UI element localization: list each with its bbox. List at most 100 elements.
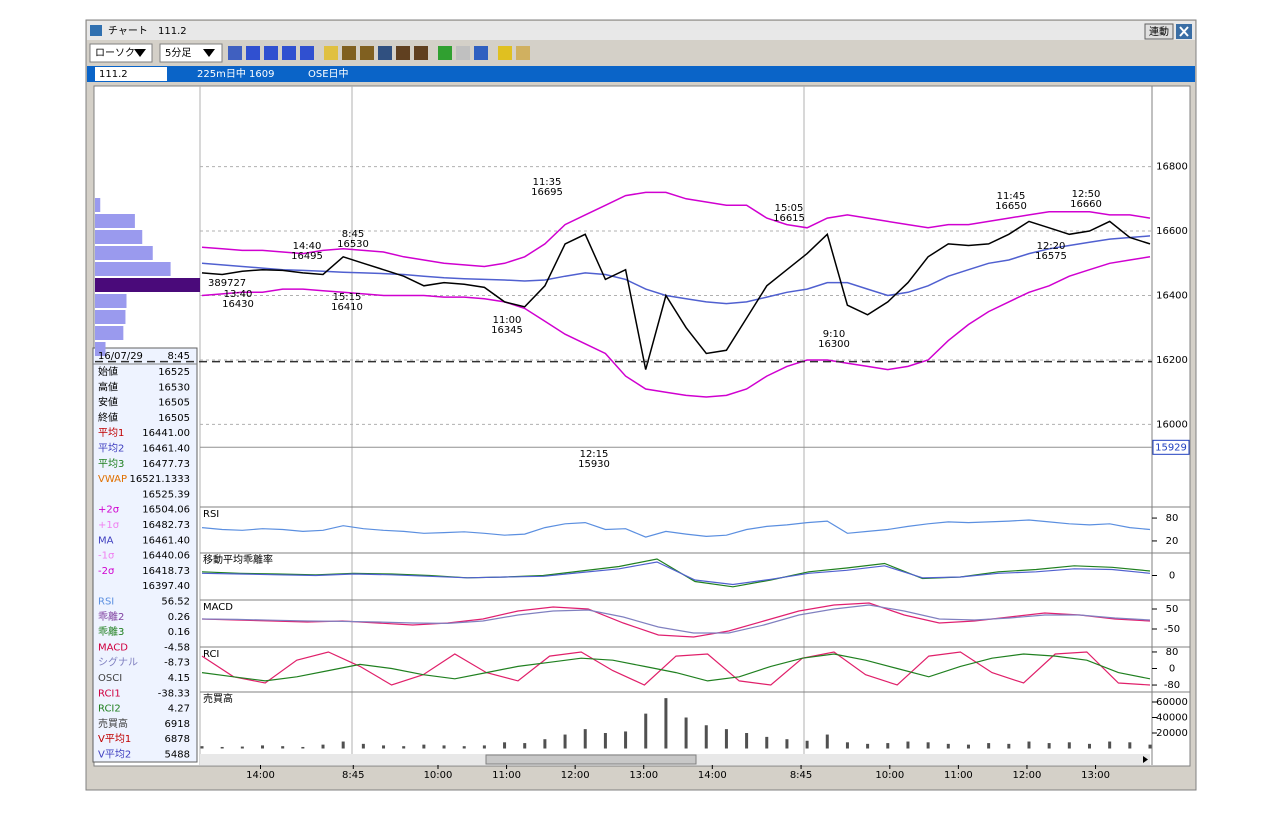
- side-value: 16525: [158, 367, 190, 378]
- volume-bar: [624, 731, 628, 749]
- y-tick-label: 16200: [1156, 355, 1188, 366]
- volume-profile-bar: [95, 230, 143, 244]
- close-icon: [1179, 26, 1189, 37]
- series-line: [201, 561, 1151, 586]
- annotation-price: 16430: [222, 299, 254, 310]
- volume-bar: [523, 743, 527, 749]
- volume-bar: [261, 745, 265, 749]
- link-button[interactable]: [1144, 23, 1174, 40]
- y-tick-label: 80: [1166, 647, 1179, 658]
- side-label: +1σ: [98, 520, 120, 531]
- volume-profile-bar: [95, 214, 135, 228]
- y-tick-label: 0: [1169, 664, 1175, 675]
- panel-title: RCI: [203, 649, 219, 660]
- tool-icon[interactable]: [228, 46, 242, 60]
- annotation-time: 15:15: [333, 292, 362, 303]
- volume-bar: [1067, 742, 1071, 749]
- volume-profile-bar: [95, 262, 171, 276]
- interval-dropdown[interactable]: [159, 43, 223, 63]
- tool-icon[interactable]: [474, 46, 488, 60]
- interval-label: 5分足: [165, 47, 191, 59]
- side-label: V平均1: [98, 733, 131, 745]
- side-label: RCI2: [98, 704, 121, 715]
- link-button-label: 連動: [1149, 25, 1169, 38]
- series-line: [201, 191, 1151, 268]
- side-label: OSCI: [98, 673, 122, 684]
- chart-area: [93, 85, 1191, 767]
- tool-icon[interactable]: [438, 46, 452, 60]
- volume-bar: [1007, 743, 1011, 749]
- volume-bar: [845, 742, 849, 749]
- volume-bar: [805, 740, 809, 749]
- tool-icon[interactable]: [300, 46, 314, 60]
- x-tick-label: 11:00: [944, 770, 973, 781]
- tool-icon[interactable]: [342, 46, 356, 60]
- volume-bar: [462, 746, 466, 749]
- tool-icon[interactable]: [360, 46, 374, 60]
- volume-bar: [583, 729, 587, 749]
- x-tick-label: 13:00: [629, 770, 658, 781]
- side-value: 16505: [158, 413, 190, 424]
- side-value: 16418.73: [142, 566, 190, 577]
- tool-icon[interactable]: [324, 46, 338, 60]
- series-line: [201, 519, 1151, 538]
- annotation-price: 16615: [773, 213, 805, 224]
- side-label: シグナル: [98, 656, 138, 669]
- volume-bar: [926, 742, 930, 749]
- volume-bar: [966, 744, 970, 749]
- chart-style-dropdown[interactable]: [89, 43, 153, 63]
- volume-profile-bar: [95, 326, 124, 340]
- volume-bar: [1148, 744, 1152, 749]
- code-box[interactable]: [95, 67, 167, 81]
- volume-bar: [644, 713, 648, 749]
- y-tick-label: 60000: [1156, 697, 1188, 708]
- volume-bar: [281, 746, 285, 749]
- dropdown-arrow: [203, 49, 215, 57]
- y-tick-label: -80: [1164, 680, 1180, 691]
- x-tick-label: 8:45: [342, 770, 364, 781]
- side-value: 16505: [158, 398, 190, 409]
- y-tick-label: 16600: [1156, 226, 1188, 237]
- volume-profile-bar: [95, 278, 200, 292]
- volume-bar: [220, 746, 224, 749]
- scrollbar-thumb[interactable]: [485, 754, 697, 765]
- tool-icon[interactable]: [378, 46, 392, 60]
- y-tick-label: 20: [1166, 536, 1179, 547]
- tool-icon[interactable]: [516, 46, 530, 60]
- side-value: 16441.00: [142, 428, 190, 439]
- x-tick-label: 12:00: [561, 770, 590, 781]
- tool-icon[interactable]: [498, 46, 512, 60]
- side-panel: [92, 347, 198, 763]
- tool-icon[interactable]: [264, 46, 278, 60]
- side-value: -4.58: [164, 642, 190, 653]
- tool-icon[interactable]: [282, 46, 296, 60]
- tool-icon[interactable]: [246, 46, 260, 60]
- tool-icon[interactable]: [396, 46, 410, 60]
- annotation-price: 16575: [1035, 251, 1067, 262]
- series-line: [201, 653, 1151, 682]
- y-tick-label: -50: [1164, 624, 1180, 635]
- annotation-time: 11:45: [997, 191, 1026, 202]
- annotation-time: 11:00: [493, 315, 522, 326]
- y-tick-label: 20000: [1156, 728, 1188, 739]
- volume-bar: [402, 746, 406, 749]
- tool-icon[interactable]: [456, 46, 470, 60]
- y-tick-label: 0: [1169, 571, 1175, 582]
- dropdown-arrow: [134, 49, 146, 57]
- side-label: -2σ: [98, 566, 115, 577]
- scroll-arrow[interactable]: [1143, 756, 1148, 763]
- open-interest-label: 389727: [208, 278, 246, 289]
- series-line: [201, 220, 1151, 370]
- app-icon: [90, 25, 102, 36]
- volume-profile-bar: [95, 310, 126, 324]
- annotation-price: 15930: [578, 459, 610, 470]
- volume-bar: [1128, 742, 1132, 749]
- side-value: 16525.39: [142, 489, 190, 500]
- side-value: 16530: [158, 382, 190, 393]
- side-label: +2σ: [98, 505, 120, 516]
- side-label: -1σ: [98, 551, 115, 562]
- side-value: 4.15: [168, 673, 190, 684]
- tool-icon[interactable]: [414, 46, 428, 60]
- side-label: 乖離3: [98, 625, 124, 638]
